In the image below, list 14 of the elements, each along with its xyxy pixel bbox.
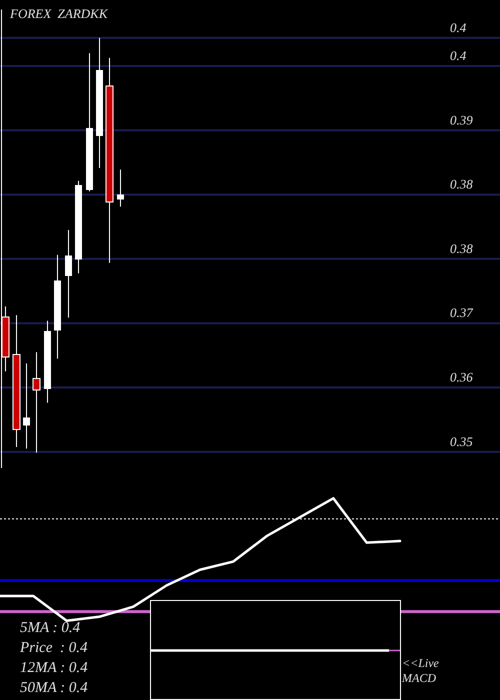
y-tick-label: 0.4 bbox=[450, 48, 467, 63]
y-tick-label: 0.38 bbox=[450, 176, 474, 192]
text: <<Live MACD bbox=[401, 656, 440, 685]
y-tick-label: 0.36 bbox=[450, 370, 474, 385]
y-tick-label: 0.35 bbox=[450, 434, 474, 449]
text: Price : 0.4 bbox=[19, 640, 88, 656]
y-tick-label: 0.4 bbox=[450, 20, 467, 35]
text: 50MA : 0.4 bbox=[20, 680, 88, 696]
annotation: 5MA : 0.4 bbox=[20, 620, 81, 636]
text: 12MA : 0.4 bbox=[20, 660, 88, 676]
y-tick-label: 0.37 bbox=[450, 305, 474, 320]
chart-title: FOREX ZARDKK bbox=[9, 6, 109, 21]
y-tick-label: 0.38 bbox=[450, 240, 474, 256]
y-tick-label: 0.39 bbox=[450, 112, 474, 128]
